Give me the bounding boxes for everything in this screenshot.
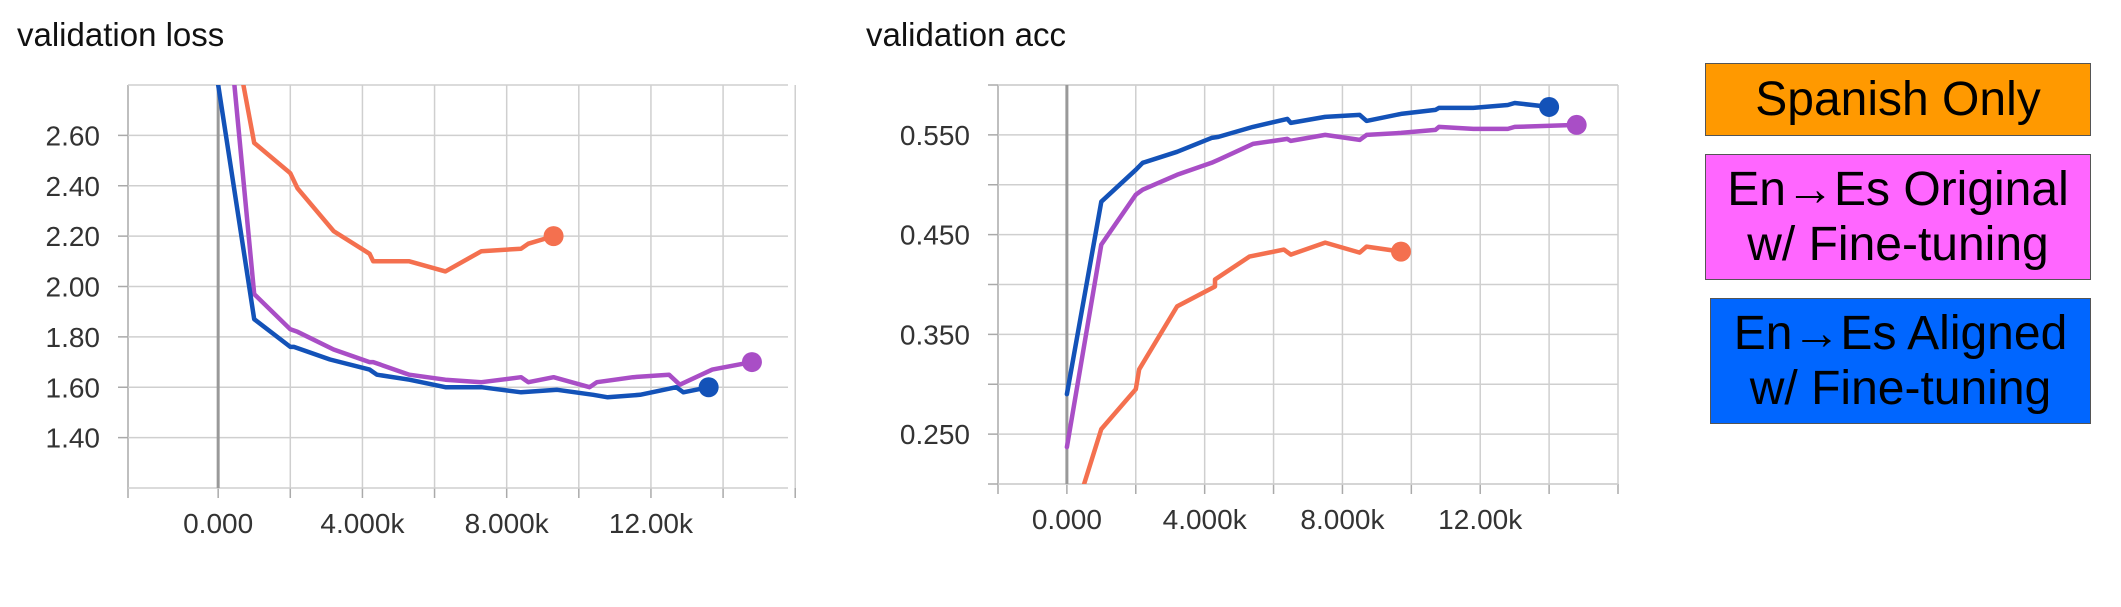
- acc-series-endpoint-2: [1539, 96, 1560, 117]
- loss-series-line-0: [241, 85, 556, 274]
- loss-series-endpoint-1: [741, 352, 762, 373]
- loss-y-tick-label: 2.00: [46, 272, 101, 303]
- legend-en-es-original: En→Es Original w/ Fine-tuning: [1705, 154, 2091, 280]
- acc-series-endpoint-1: [1566, 114, 1587, 135]
- acc-chart-title: validation acc: [866, 16, 1066, 53]
- acc-series-line-0: [1081, 240, 1404, 484]
- acc-series-endpoint-0: [1391, 241, 1411, 262]
- acc-x-tick-label: 4.000k: [1163, 504, 1248, 535]
- acc-y-tick-label: 0.350: [900, 319, 970, 350]
- legend-en-es-aligned: En→Es Aligned w/ Fine-tuning: [1710, 298, 2091, 424]
- loss-y-tick-label: 1.40: [46, 423, 101, 454]
- legend-spanish-only: Spanish Only: [1705, 63, 2091, 136]
- acc-y-tick-label: 0.550: [900, 120, 970, 151]
- acc-y-tick-label: 0.250: [900, 419, 970, 450]
- loss-x-tick-label: 8.000k: [465, 508, 550, 539]
- acc-x-tick-label: 8.000k: [1300, 504, 1385, 535]
- loss-y-tick-label: 1.80: [46, 322, 101, 353]
- acc-series-line-2: [1064, 100, 1552, 397]
- loss-series-line-1: [232, 85, 755, 390]
- acc-x-tick-label: 0.000: [1032, 504, 1102, 535]
- loss-x-tick-label: 12.00k: [609, 508, 694, 539]
- loss-series-endpoint-2: [698, 377, 719, 398]
- acc-x-tick-label: 12.00k: [1438, 504, 1523, 535]
- loss-series-endpoint-0: [543, 226, 564, 247]
- loss-y-tick-label: 2.40: [46, 171, 101, 202]
- loss-series-line-2: [215, 85, 711, 400]
- loss-x-tick-label: 0.000: [183, 508, 253, 539]
- loss-y-tick-label: 1.60: [46, 372, 101, 403]
- loss-chart-title: validation loss: [17, 16, 225, 53]
- acc-series-line-1: [1064, 122, 1579, 450]
- loss-x-tick-label: 4.000k: [320, 508, 405, 539]
- acc-y-tick-label: 0.450: [900, 220, 970, 251]
- loss-y-tick-label: 2.20: [46, 221, 101, 252]
- loss-y-tick-label: 2.60: [46, 120, 101, 151]
